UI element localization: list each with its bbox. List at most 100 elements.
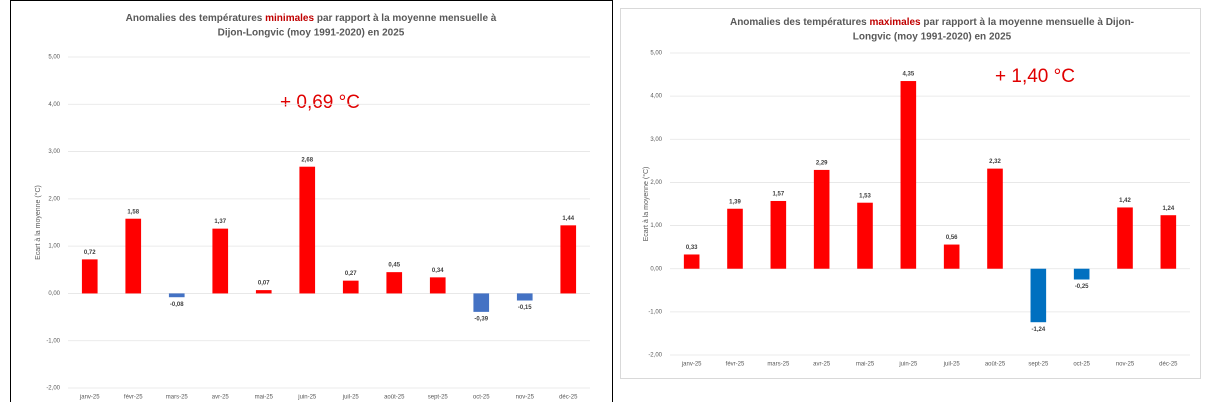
data-label: 2,32 [989,159,1001,165]
bar [857,202,873,269]
x-tick-label: juil-25 [342,395,360,401]
data-label: 1,53 [859,193,871,199]
data-label: 2,29 [816,160,828,166]
data-label: 1,37 [214,219,226,225]
x-tick-label: avr-25 [212,395,230,401]
x-tick-label: juil-25 [943,362,961,368]
y-tick-label: -2,00 [648,353,662,359]
bar [1117,207,1133,269]
chart-title: Longvic (moy 1991-2020) en 2025 [853,32,1012,43]
x-tick-label: déc-25 [1159,362,1178,368]
annotation: + 1,40 °C [995,66,1075,87]
bar [900,81,917,269]
bar [299,166,316,294]
x-tick-label: janv-25 [681,362,702,368]
x-tick-label: août-25 [985,362,1006,368]
bar [255,290,272,294]
x-tick-label: sept-25 [1028,362,1049,368]
data-label: -0,39 [474,316,488,322]
bar [342,280,359,294]
y-tick-label: 2,00 [650,180,662,186]
y-tick-label: -1,00 [648,309,662,315]
x-tick-label: mars-25 [767,362,790,368]
bar [168,293,185,298]
bar [212,228,229,294]
y-tick-label: 1,00 [650,223,662,229]
x-tick-label: févr-25 [726,362,745,368]
y-tick-label: 0,00 [650,266,662,272]
x-tick-label: févr-25 [124,395,143,401]
data-label: 0,27 [345,271,357,277]
bar [473,293,490,312]
y-tick-label: -2,00 [46,386,60,392]
data-label: 1,39 [729,199,741,205]
bar [386,272,403,294]
chart-title: Anomalies des températures maximales par… [730,17,1134,28]
y-tick-label: 3,00 [650,137,662,143]
bar [727,208,743,269]
bar [943,244,960,269]
x-tick-label: juin-25 [898,362,918,368]
data-label: 0,33 [686,245,698,251]
annotation: + 0,69 °C [280,92,360,113]
data-label: -1,24 [1031,327,1045,333]
x-tick-label: juin-25 [297,395,317,401]
bar [1030,268,1047,323]
title-part: Anomalies des températures [126,13,266,24]
data-label: 1,44 [562,216,574,222]
y-axis-label: Ecart à la moyenne (°C) [34,185,42,260]
y-tick-label: 4,00 [650,94,662,100]
data-label: 0,34 [432,268,444,274]
y-tick-label: 5,00 [48,55,60,61]
data-label: -0,25 [1075,284,1089,290]
data-label: 0,45 [388,263,400,269]
bar [516,293,533,301]
bar [987,168,1003,269]
data-label: -0,08 [170,302,184,308]
data-label: 0,72 [84,250,96,256]
title-part: minimales [265,13,314,24]
x-tick-label: mai-25 [856,362,875,368]
bar [81,259,98,294]
x-tick-label: avr-25 [813,362,831,368]
x-tick-label: mai-25 [255,395,274,401]
x-tick-label: août-25 [384,395,405,401]
data-label: 0,56 [946,235,958,241]
data-label: 0,07 [258,281,270,287]
title-part: par rapport à la moyenne mensuelle à Dij… [921,17,1134,28]
bar [560,225,577,294]
title-part: maximales [869,17,921,28]
data-label: 1,42 [1119,198,1131,204]
bar [1073,268,1090,280]
x-tick-label: janv-25 [79,395,100,401]
y-tick-label: 2,00 [48,196,60,202]
bar [770,200,787,269]
bar [429,277,446,294]
x-tick-label: nov-25 [516,395,535,401]
data-label: 2,68 [301,157,313,163]
data-label: 4,35 [902,72,914,78]
data-label: 1,24 [1162,206,1174,212]
x-tick-label: mars-25 [166,395,189,401]
bar [125,218,142,294]
x-tick-label: oct-25 [473,395,490,401]
title-part: Anomalies des températures [730,17,870,28]
bar [813,169,830,269]
data-label: -0,15 [518,305,532,311]
x-tick-label: sept-25 [428,395,449,401]
y-tick-label: 5,00 [650,51,662,57]
x-tick-label: oct-25 [1073,362,1090,368]
bar [683,254,700,269]
data-label: 1,57 [772,192,784,198]
y-tick-label: 0,00 [48,291,60,297]
chart-title: Dijon-Longvic (moy 1991-2020) en 2025 [218,28,405,39]
title-part: par rapport à la moyenne mensuelle à [314,13,497,24]
y-tick-label: 1,00 [48,244,60,250]
x-tick-label: déc-25 [559,395,578,401]
y-tick-label: 3,00 [48,149,60,155]
bar [1160,215,1177,269]
y-tick-label: 4,00 [48,102,60,108]
chart-title: Anomalies des températures minimales par… [126,13,497,24]
data-label: 1,58 [127,209,139,215]
